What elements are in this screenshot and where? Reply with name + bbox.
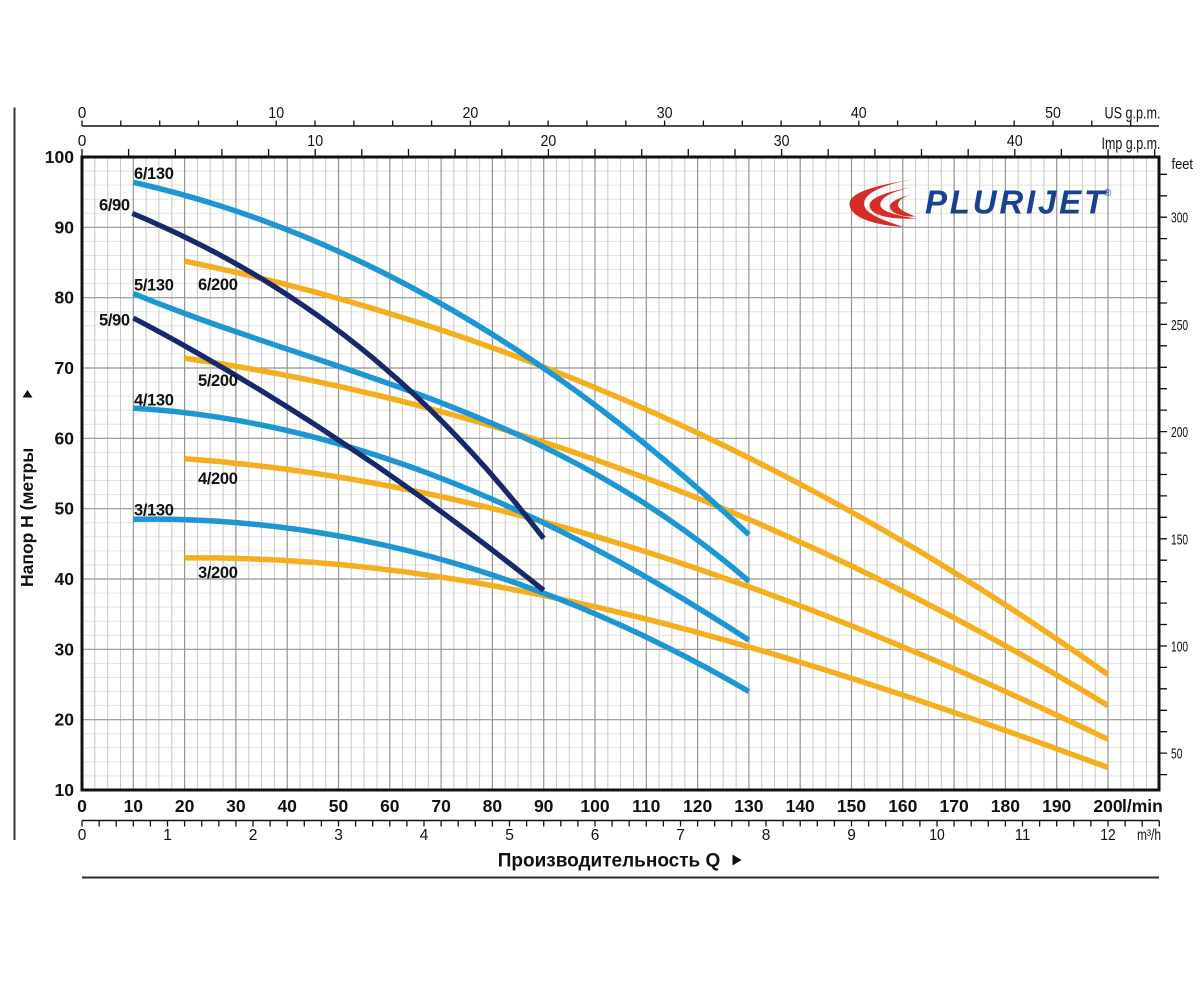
- svg-text:PLURIJET: PLURIJET: [925, 184, 1107, 221]
- svg-text:12: 12: [1100, 827, 1116, 844]
- svg-text:20: 20: [55, 710, 75, 730]
- svg-text:m³/h: m³/h: [1137, 827, 1161, 844]
- svg-text:3/200: 3/200: [198, 564, 238, 582]
- svg-text:5/130: 5/130: [134, 276, 174, 294]
- svg-text:30: 30: [657, 105, 673, 122]
- svg-text:0: 0: [77, 796, 87, 816]
- svg-text:8: 8: [762, 827, 771, 844]
- svg-text:150: 150: [837, 796, 866, 816]
- svg-text:US g.p.m.: US g.p.m.: [1105, 104, 1161, 123]
- svg-text:10: 10: [124, 796, 144, 816]
- svg-text:190: 190: [1042, 796, 1071, 816]
- svg-text:80: 80: [483, 796, 503, 816]
- svg-text:3: 3: [334, 827, 343, 844]
- svg-text:40: 40: [55, 569, 75, 589]
- svg-text:30: 30: [774, 133, 790, 150]
- svg-text:60: 60: [55, 428, 75, 448]
- svg-text:0: 0: [78, 105, 87, 122]
- svg-text:0: 0: [78, 133, 87, 150]
- svg-text:30: 30: [55, 639, 75, 659]
- svg-text:180: 180: [991, 796, 1020, 816]
- svg-text:20: 20: [541, 133, 557, 150]
- svg-text:70: 70: [55, 358, 75, 378]
- svg-text:40: 40: [277, 796, 297, 816]
- svg-text:®: ®: [1104, 188, 1112, 199]
- svg-text:250: 250: [1171, 317, 1188, 334]
- svg-text:10: 10: [268, 105, 284, 122]
- svg-text:60: 60: [380, 796, 400, 816]
- svg-text:6/90: 6/90: [99, 197, 130, 215]
- svg-text:Производительность Q: Производительность Q: [498, 851, 721, 872]
- svg-text:50: 50: [1171, 746, 1182, 763]
- svg-text:140: 140: [786, 796, 815, 816]
- svg-text:50: 50: [1045, 105, 1061, 122]
- svg-text:9: 9: [847, 827, 856, 844]
- svg-text:Imp g.p.m.: Imp g.p.m.: [1102, 134, 1161, 153]
- svg-text:30: 30: [226, 796, 246, 816]
- svg-text:4/130: 4/130: [134, 392, 174, 410]
- svg-text:170: 170: [939, 796, 968, 816]
- svg-text:6/200: 6/200: [198, 276, 238, 294]
- svg-text:5/90: 5/90: [99, 311, 130, 329]
- svg-text:90: 90: [55, 217, 75, 237]
- svg-text:4: 4: [420, 827, 429, 844]
- svg-text:100: 100: [580, 796, 609, 816]
- svg-text:160: 160: [888, 796, 917, 816]
- svg-text:200: 200: [1171, 424, 1188, 441]
- svg-text:5/200: 5/200: [198, 372, 238, 390]
- svg-text:1: 1: [163, 827, 172, 844]
- svg-text:50: 50: [329, 796, 349, 816]
- svg-text:4/200: 4/200: [198, 470, 238, 488]
- svg-text:40: 40: [851, 105, 867, 122]
- svg-text:300: 300: [1171, 210, 1188, 227]
- svg-text:40: 40: [1007, 133, 1023, 150]
- svg-text:10: 10: [55, 780, 75, 800]
- svg-text:200: 200: [1093, 796, 1122, 816]
- svg-text:50: 50: [55, 499, 75, 519]
- svg-text:130: 130: [734, 796, 763, 816]
- svg-text:5: 5: [505, 827, 514, 844]
- svg-text:150: 150: [1171, 531, 1188, 548]
- svg-text:11: 11: [1015, 827, 1031, 844]
- svg-text:2: 2: [249, 827, 258, 844]
- svg-text:0: 0: [78, 827, 87, 844]
- svg-text:100: 100: [1171, 639, 1188, 656]
- svg-text:6: 6: [591, 827, 600, 844]
- svg-text:10: 10: [307, 133, 323, 150]
- svg-text:80: 80: [55, 288, 75, 308]
- svg-text:feet: feet: [1172, 156, 1194, 173]
- svg-text:120: 120: [683, 796, 712, 816]
- svg-text:110: 110: [632, 796, 660, 816]
- svg-text:6/130: 6/130: [134, 165, 174, 183]
- svg-text:100: 100: [45, 147, 74, 167]
- svg-text:Напор H (метры: Напор H (метры: [17, 448, 37, 587]
- svg-text:3/130: 3/130: [134, 502, 174, 520]
- svg-text:90: 90: [534, 796, 554, 816]
- svg-text:20: 20: [463, 105, 479, 122]
- svg-text:7: 7: [676, 827, 685, 844]
- svg-text:10: 10: [929, 827, 945, 844]
- svg-text:l/min: l/min: [1122, 796, 1163, 816]
- svg-text:20: 20: [175, 796, 195, 816]
- svg-text:70: 70: [431, 796, 451, 816]
